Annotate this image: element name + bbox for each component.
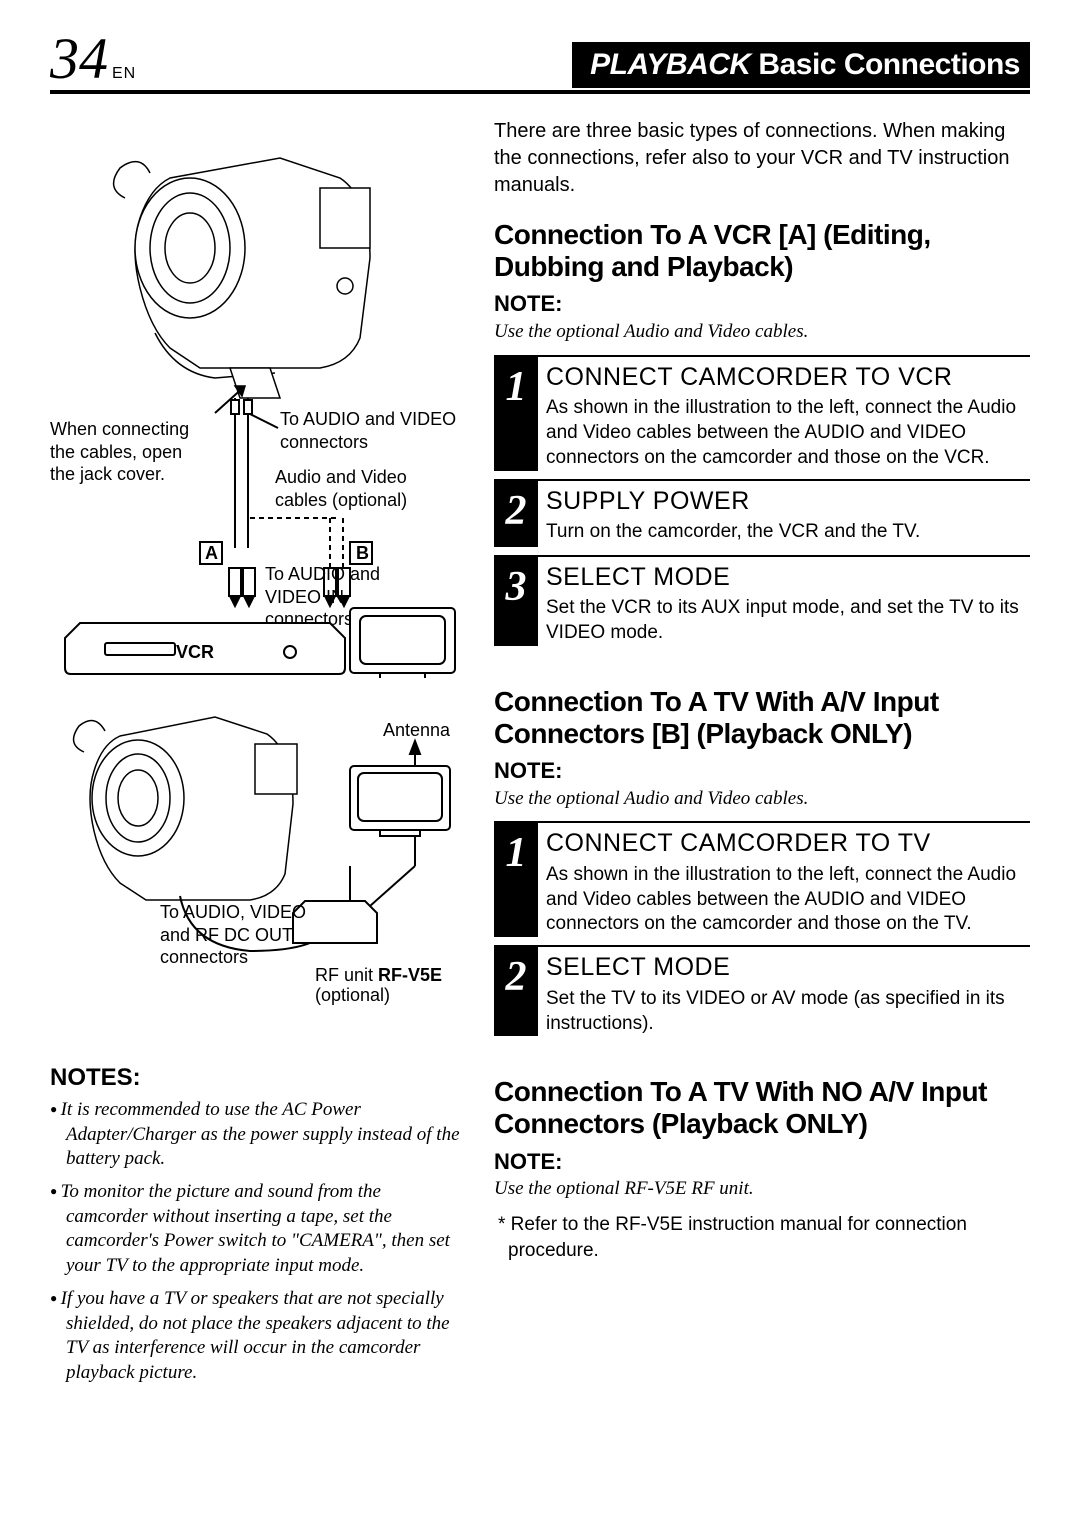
intro-paragraph: There are three basic types of connectio… xyxy=(494,118,1030,199)
notes-heading: NOTES: xyxy=(50,1064,460,1092)
right-column: There are three basic types of connectio… xyxy=(494,118,1030,1394)
step-title: CONNECT CAMCORDER TO TV xyxy=(546,827,1026,861)
step-number: 3 xyxy=(494,557,538,646)
step-row: 3 SELECT MODE Set the VCR to its AUX inp… xyxy=(494,555,1030,646)
page-number-value: 34 xyxy=(50,30,108,88)
left-notes: NOTES: It is recommended to use the AC P… xyxy=(50,1064,460,1386)
box-b: B xyxy=(356,543,369,563)
section-c-note-label: NOTE: xyxy=(494,1147,1030,1177)
section-b-heading: Connection To A TV With A/V Input Connec… xyxy=(494,686,1030,750)
step-row: 1 CONNECT CAMCORDER TO VCR As shown in t… xyxy=(494,355,1030,471)
diagram-vcr-connection: When connecting the cables, open the jac… xyxy=(50,118,460,678)
diagram-rf-connection: Antenna xyxy=(50,706,460,1036)
page-header: 34 EN PLAYBACK Basic Connections xyxy=(50,30,1030,94)
label-rf-unit: RF unit RF-V5E xyxy=(315,965,442,985)
step-text: Turn on the camcorder, the VCR and the T… xyxy=(546,520,1026,545)
section-a-heading: Connection To A VCR [A] (Editing, Dubbin… xyxy=(494,219,1030,283)
section-a-note-label: NOTE: xyxy=(494,289,1030,319)
step-number: 2 xyxy=(494,947,538,1036)
note-item: It is recommended to use the AC Power Ad… xyxy=(50,1098,460,1172)
step-text: Set the TV to its VIDEO or AV mode (as s… xyxy=(546,987,1026,1036)
step-row: 2 SUPPLY POWER Turn on the camcorder, th… xyxy=(494,479,1030,547)
notes-list: It is recommended to use the AC Power Ad… xyxy=(50,1098,460,1386)
label-antenna: Antenna xyxy=(383,720,451,740)
title-rest: Basic Connections xyxy=(751,48,1020,81)
section-c-heading: Connection To A TV With NO A/V Input Con… xyxy=(494,1076,1030,1140)
step-text: As shown in the illustration to the left… xyxy=(546,396,1026,470)
box-a: A xyxy=(205,543,218,563)
step-text: Set the VCR to its AUX input mode, and s… xyxy=(546,596,1026,645)
section-c-footnote: * Refer to the RF-V5E instruction manual… xyxy=(494,1212,1030,1263)
page-lang: EN xyxy=(112,66,136,82)
section-b-note-text: Use the optional Audio and Video cables. xyxy=(494,786,1030,812)
step-number: 1 xyxy=(494,357,538,471)
content-columns: When connecting the cables, open the jac… xyxy=(50,118,1030,1394)
step-row: 2 SELECT MODE Set the TV to its VIDEO or… xyxy=(494,945,1030,1036)
step-row: 1 CONNECT CAMCORDER TO TV As shown in th… xyxy=(494,821,1030,937)
label-to-rf-conn: To AUDIO, VIDEO and RF DC OUT connectors xyxy=(160,901,330,969)
note-item: To monitor the picture and sound from th… xyxy=(50,1180,460,1279)
section-a-note-text: Use the optional Audio and Video cables. xyxy=(494,319,1030,345)
page-number: 34 EN xyxy=(50,30,136,88)
label-to-av: To AUDIO and VIDEO connectors xyxy=(280,408,460,453)
page-title-bar: PLAYBACK Basic Connections xyxy=(572,42,1030,88)
label-cables-optional: Audio and Video cables (optional) xyxy=(275,466,460,511)
step-title: SELECT MODE xyxy=(546,951,1026,985)
title-italic: PLAYBACK xyxy=(590,48,750,81)
note-item: If you have a TV or speakers that are no… xyxy=(50,1287,460,1386)
step-text: As shown in the illustration to the left… xyxy=(546,863,1026,937)
section-b-note-label: NOTE: xyxy=(494,756,1030,786)
label-rf-optional: (optional) xyxy=(315,985,390,1005)
label-jack-cover: When connecting the cables, open the jac… xyxy=(50,418,205,486)
label-vcr: VCR xyxy=(176,642,214,662)
step-title: SELECT MODE xyxy=(546,561,1026,595)
section-c-note-text: Use the optional RF-V5E RF unit. xyxy=(494,1176,1030,1202)
step-title: CONNECT CAMCORDER TO VCR xyxy=(546,361,1026,395)
step-title: SUPPLY POWER xyxy=(546,485,1026,519)
step-number: 1 xyxy=(494,823,538,937)
step-number: 2 xyxy=(494,481,538,547)
left-column: When connecting the cables, open the jac… xyxy=(50,118,460,1394)
